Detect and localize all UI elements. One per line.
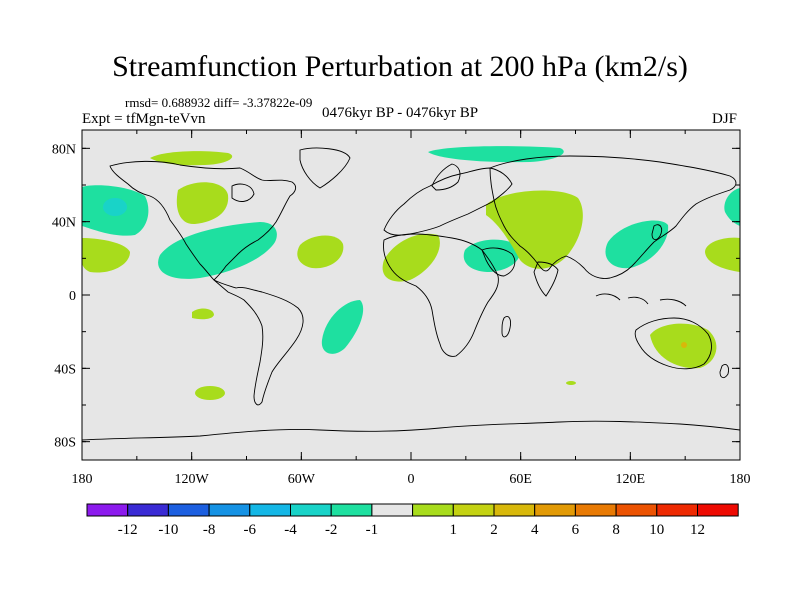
colorbar-label: -8	[203, 522, 216, 538]
colorbar-box	[615, 503, 658, 517]
lat-tick-label: 80S	[54, 436, 76, 451]
lon-tick-label: 180	[72, 472, 93, 487]
lat-tick-label: 80N	[52, 142, 76, 157]
coastline-arabia	[481, 247, 516, 277]
colorbar-box	[534, 503, 576, 517]
colorbar-labels: -12 -10 -8 -6 -4 -2 -1 1 2 4 6 8 10 12	[118, 522, 705, 538]
colorbar-label: -12	[118, 522, 138, 538]
colorbar-box	[452, 503, 495, 517]
anomaly-region	[321, 300, 364, 354]
coastline-greenland	[299, 147, 351, 189]
anomaly-region	[705, 237, 740, 272]
colorbar-label: -4	[284, 522, 297, 538]
anomaly-region	[566, 381, 576, 385]
coastline-north-america	[109, 160, 297, 281]
coastline-europe	[383, 167, 513, 236]
colorbar-label: 10	[649, 522, 664, 538]
coastline-hudson-bay	[231, 183, 255, 202]
coastline-south-america	[213, 279, 304, 406]
anomaly-region	[681, 342, 687, 348]
lon-tick-label: 60W	[288, 472, 316, 487]
lon-tick-label: 0	[408, 472, 415, 487]
coastline-africa	[383, 233, 499, 357]
colorbar-box	[412, 503, 454, 517]
anomaly-region	[382, 233, 440, 282]
colorbar-box	[656, 503, 698, 517]
colorbar-label: 8	[612, 522, 620, 538]
colorbar-box	[167, 503, 210, 517]
anomaly-region	[103, 198, 127, 216]
map-background	[82, 130, 740, 460]
anomaly-regions	[82, 146, 740, 400]
anomaly-region	[724, 188, 740, 226]
colorbar-label: -10	[158, 522, 178, 538]
colorbar-boxes	[86, 503, 739, 517]
coastline-australia	[634, 317, 712, 370]
lat-tick-label: 40S	[54, 362, 76, 377]
anomaly-region	[463, 239, 520, 272]
colorbar-label: 2	[490, 522, 498, 538]
colorbar-box	[127, 503, 169, 517]
colorbar-box	[290, 503, 332, 517]
lat-tick-label: 40N	[52, 216, 76, 231]
colorbar-label: 6	[572, 522, 580, 538]
colorbar-box	[249, 503, 292, 517]
colorbar-label: 4	[531, 522, 539, 538]
colorbar: -12 -10 -8 -6 -4 -2 -1 1 2 4 6 8 10 12	[86, 503, 739, 538]
coastline-madagascar	[501, 316, 511, 338]
chart-title: Streamfunction Perturbation at 200 hPa (…	[112, 50, 688, 83]
lon-tick-label: 120W	[175, 472, 210, 487]
anomaly-region	[195, 386, 225, 400]
colorbar-label: -6	[244, 522, 257, 538]
colorbar-label: -1	[366, 522, 379, 538]
colorbar-label: 12	[690, 522, 705, 538]
lon-tick-label: 60E	[509, 472, 532, 487]
colorbar-box	[330, 503, 373, 517]
period-label: 0476kyr BP - 0476kyr BP	[322, 105, 479, 121]
axis-ticks	[81, 130, 741, 460]
lon-tick-label: 180	[730, 472, 751, 487]
anomaly-region	[150, 151, 233, 166]
colorbar-box	[697, 503, 739, 517]
anomaly-region	[158, 222, 277, 279]
coastline-indonesia	[595, 293, 687, 307]
colorbar-label: -2	[325, 522, 338, 538]
colorbar-label: 1	[450, 522, 458, 538]
lat-tick-label: 0	[69, 289, 76, 304]
stats-text: rmsd= 0.688932 diff= -3.37822e-09	[125, 95, 313, 110]
coastline-japan	[651, 224, 663, 241]
coastline-antarctica	[81, 420, 741, 441]
season-label: DJF	[712, 111, 738, 127]
colorbar-box	[371, 503, 414, 517]
anomaly-region	[486, 190, 583, 269]
anomaly-region	[176, 182, 229, 225]
coastline-india	[533, 261, 559, 297]
coastline-new-zealand	[719, 363, 729, 379]
anomaly-region	[297, 235, 344, 269]
coastline-asia	[489, 155, 737, 279]
experiment-label: Expt = tfMgn-teVvn	[82, 111, 206, 127]
anomaly-region	[82, 238, 130, 273]
lon-tick-label: 120E	[616, 472, 646, 487]
colorbar-box	[493, 503, 536, 517]
coastline-scandinavia	[431, 163, 461, 191]
axis-tick-labels: 80N 40N 0 40S 80S 180 120W 60W 0 60E 120E 180	[52, 142, 751, 487]
colorbar-box	[574, 503, 617, 517]
colorbar-box	[86, 503, 129, 517]
anomaly-region	[192, 308, 214, 320]
coastlines	[81, 147, 741, 441]
colorbar-box	[208, 503, 251, 517]
